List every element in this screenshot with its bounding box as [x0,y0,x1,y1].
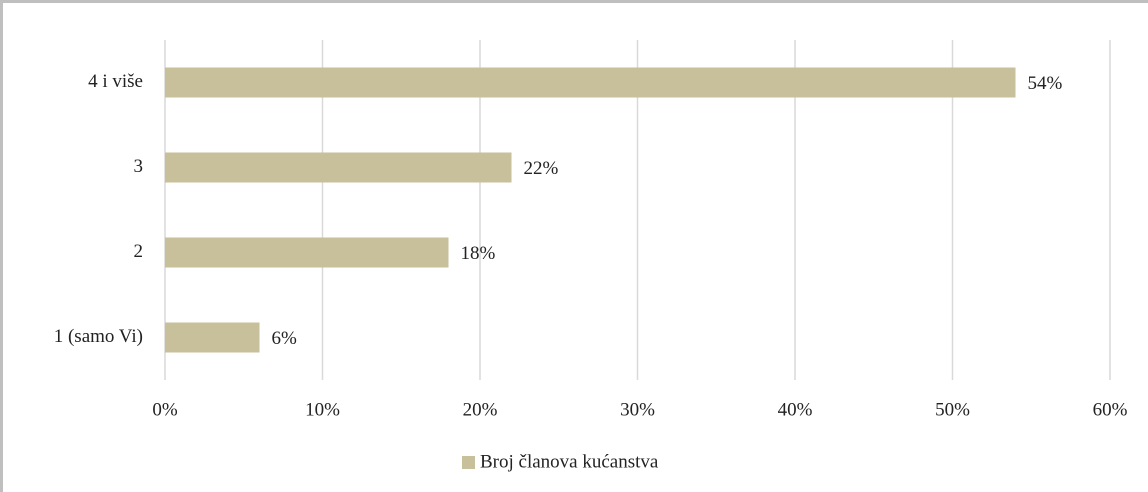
bar [165,322,260,353]
y-tick-label: 1 (samo Vi) [54,326,143,347]
x-tick-label: 0% [152,399,178,420]
x-tick-label: 60% [1093,399,1128,420]
x-tick-label: 40% [778,399,813,420]
x-tick-label: 20% [463,399,498,420]
x-tick-label: 50% [935,399,970,420]
y-tick-label: 4 i više [88,71,143,92]
value-label: 6% [272,328,298,349]
value-label: 18% [461,243,496,264]
bar [165,67,1016,98]
y-tick-label: 2 [134,241,144,262]
y-tick-label: 3 [134,156,144,177]
bar [165,237,449,268]
legend-swatch [462,456,475,469]
legend-label: Broj članova kućanstva [480,451,659,472]
value-label: 54% [1028,73,1063,94]
x-tick-label: 10% [305,399,340,420]
x-tick-label: 30% [620,399,655,420]
value-label: 22% [524,158,559,179]
bar [165,152,512,183]
